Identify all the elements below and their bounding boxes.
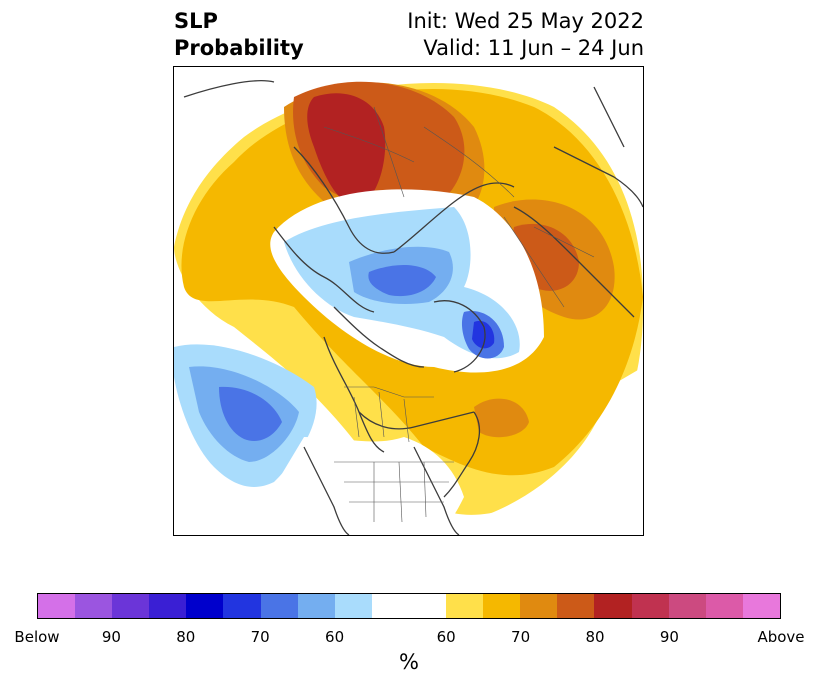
probability-map-svg — [174, 67, 643, 535]
title-line-1: SLP — [174, 9, 218, 33]
colorbar-swatch — [557, 594, 595, 618]
below-80-beaufort — [472, 320, 495, 349]
colorbar-swatch — [594, 594, 632, 618]
colorbar-swatch — [186, 594, 224, 618]
coastlines — [183, 80, 643, 535]
colorbar-swatch — [38, 594, 76, 618]
outside-hemisphere — [174, 507, 274, 535]
colorbar-swatch — [112, 594, 150, 618]
colorbar-swatch — [705, 594, 743, 618]
colorbar-swatch — [334, 594, 372, 618]
colorbar-unit-label: % — [399, 650, 419, 674]
colorbar-swatch — [297, 594, 335, 618]
map-title: SLP Probability — [174, 8, 304, 62]
init-date: Init: Wed 25 May 2022 — [407, 9, 644, 33]
above-80-scandinavia — [307, 93, 386, 207]
colorbar-tick-label: Above — [757, 628, 805, 646]
forecast-dates: Init: Wed 25 May 2022 Valid: 11 Jun – 24… — [407, 8, 644, 62]
colorbar-tick-label: 80 — [176, 628, 196, 646]
colorbar-swatch — [75, 594, 113, 618]
colorbar-tick-label: 70 — [250, 628, 270, 646]
below-70-pacific — [219, 386, 282, 442]
colorbar-tick-label: Below — [14, 628, 60, 646]
colorbar-tick-label: 90 — [101, 628, 121, 646]
colorbar-swatch — [483, 594, 521, 618]
colorbar-swatch — [223, 594, 261, 618]
neutral-usa — [274, 437, 464, 535]
colorbar-swatch — [742, 594, 780, 618]
valid-period: Valid: 11 Jun – 24 Jun — [423, 36, 644, 60]
colorbar-tick-label: 90 — [659, 628, 679, 646]
political-borders — [323, 106, 595, 523]
colorbar-tick-label: 80 — [585, 628, 605, 646]
colorbar-swatch — [446, 594, 484, 618]
colorbar-tick-label: 70 — [511, 628, 531, 646]
colorbar-swatch — [149, 594, 187, 618]
above-60-east — [464, 367, 643, 535]
colorbar-swatch — [520, 594, 558, 618]
colorbar-tick-label: 60 — [436, 628, 456, 646]
title-line-2: Probability — [174, 36, 304, 60]
above-70-atlantic — [474, 398, 529, 438]
colorbar-tick-label: 60 — [325, 628, 345, 646]
colorbar-swatch — [668, 594, 706, 618]
polar-map — [173, 66, 644, 536]
colorbar-swatch — [371, 594, 447, 618]
below-70-arctic — [368, 265, 436, 297]
colorbar-swatch — [260, 594, 298, 618]
probability-colorbar — [37, 593, 781, 619]
colorbar-swatch — [631, 594, 669, 618]
